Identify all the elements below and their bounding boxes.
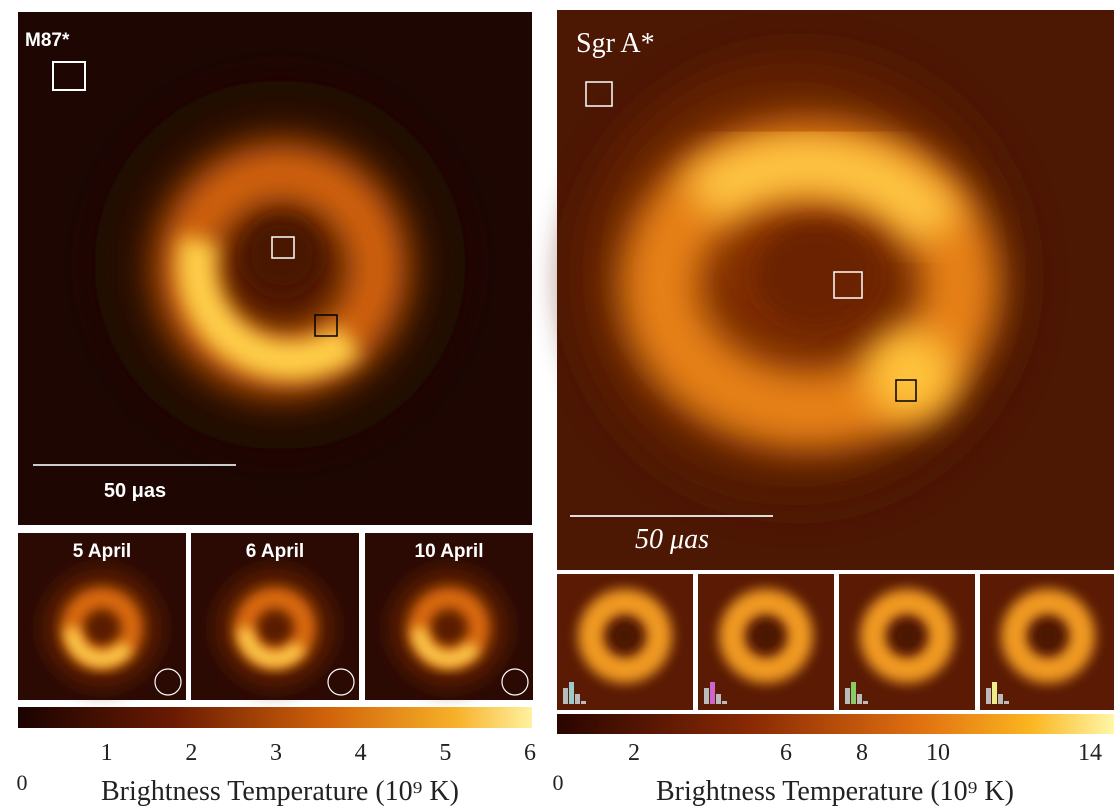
histogram-bar — [998, 694, 1003, 704]
panel-date: 10 April — [415, 541, 484, 562]
colorbar-tick-label: 6 — [524, 740, 536, 766]
histogram-bar — [710, 682, 715, 704]
crescent — [411, 627, 480, 667]
panel-glow — [42, 568, 162, 688]
colorbar-label: Brightness Temperature (10⁹ K) — [101, 776, 459, 807]
ring — [578, 589, 672, 683]
scale-bar-label: 50 μas — [104, 480, 166, 502]
panel-date: 5 April — [73, 541, 131, 562]
colorbar-tick-label: 2 — [628, 740, 640, 766]
colorbar-tick-label: 3 — [270, 740, 282, 766]
colorbar-tick-label: 6 — [780, 740, 792, 766]
ring — [1001, 589, 1095, 683]
panel-glow — [389, 568, 509, 688]
panel-glow — [215, 568, 335, 688]
histogram-bar — [704, 688, 709, 704]
colorbar-tick-label: 10 — [926, 740, 950, 766]
m87-image — [18, 12, 532, 525]
source-label: M87* — [25, 30, 70, 51]
hole — [1034, 622, 1062, 650]
colorbar-tick-label: 0 — [553, 770, 564, 795]
histogram-bar — [575, 694, 580, 704]
beam — [327, 668, 355, 696]
colorbar-label: Brightness Temperature (10⁹ K) — [656, 776, 1014, 807]
scale-bar-label: 50 μas — [635, 524, 709, 555]
hole — [611, 622, 639, 650]
histogram-bar — [851, 682, 856, 704]
histogram-bar — [581, 701, 586, 704]
ring — [860, 589, 954, 683]
crescent — [64, 627, 133, 667]
colorbar — [18, 707, 532, 728]
colorbar-tick-label: 8 — [856, 740, 868, 766]
colorbar-tick-label: 4 — [355, 740, 367, 766]
crescent — [237, 627, 306, 667]
snapshot-panels — [557, 574, 1114, 710]
ring — [719, 589, 813, 683]
colorbar-tick-label: 0 — [17, 770, 28, 795]
sgra-image — [557, 10, 1114, 570]
colorbar-tick-label: 1 — [101, 740, 113, 766]
colorbar — [557, 714, 1114, 734]
panel-date: 6 April — [246, 541, 304, 562]
hole — [752, 622, 780, 650]
histogram-bar — [857, 694, 862, 704]
histogram-bar — [563, 688, 568, 704]
histogram-bar — [569, 682, 574, 704]
histogram-bar — [722, 701, 727, 704]
beam — [501, 668, 529, 696]
source-label: Sgr A* — [576, 28, 655, 59]
colorbar-tick-label: 14 — [1078, 740, 1102, 766]
histogram-bar — [1004, 701, 1009, 704]
daily-panels: 5 April 6 April 10 April — [18, 533, 533, 700]
colorbar-tick-label: 2 — [185, 740, 197, 766]
histogram-bar — [845, 688, 850, 704]
colorbar-tick-label: 5 — [439, 740, 451, 766]
beam — [154, 668, 182, 696]
histogram-bar — [992, 682, 997, 704]
histogram-bar — [986, 688, 991, 704]
hole — [893, 622, 921, 650]
histogram-bar — [863, 701, 868, 704]
histogram-bar — [716, 694, 721, 704]
